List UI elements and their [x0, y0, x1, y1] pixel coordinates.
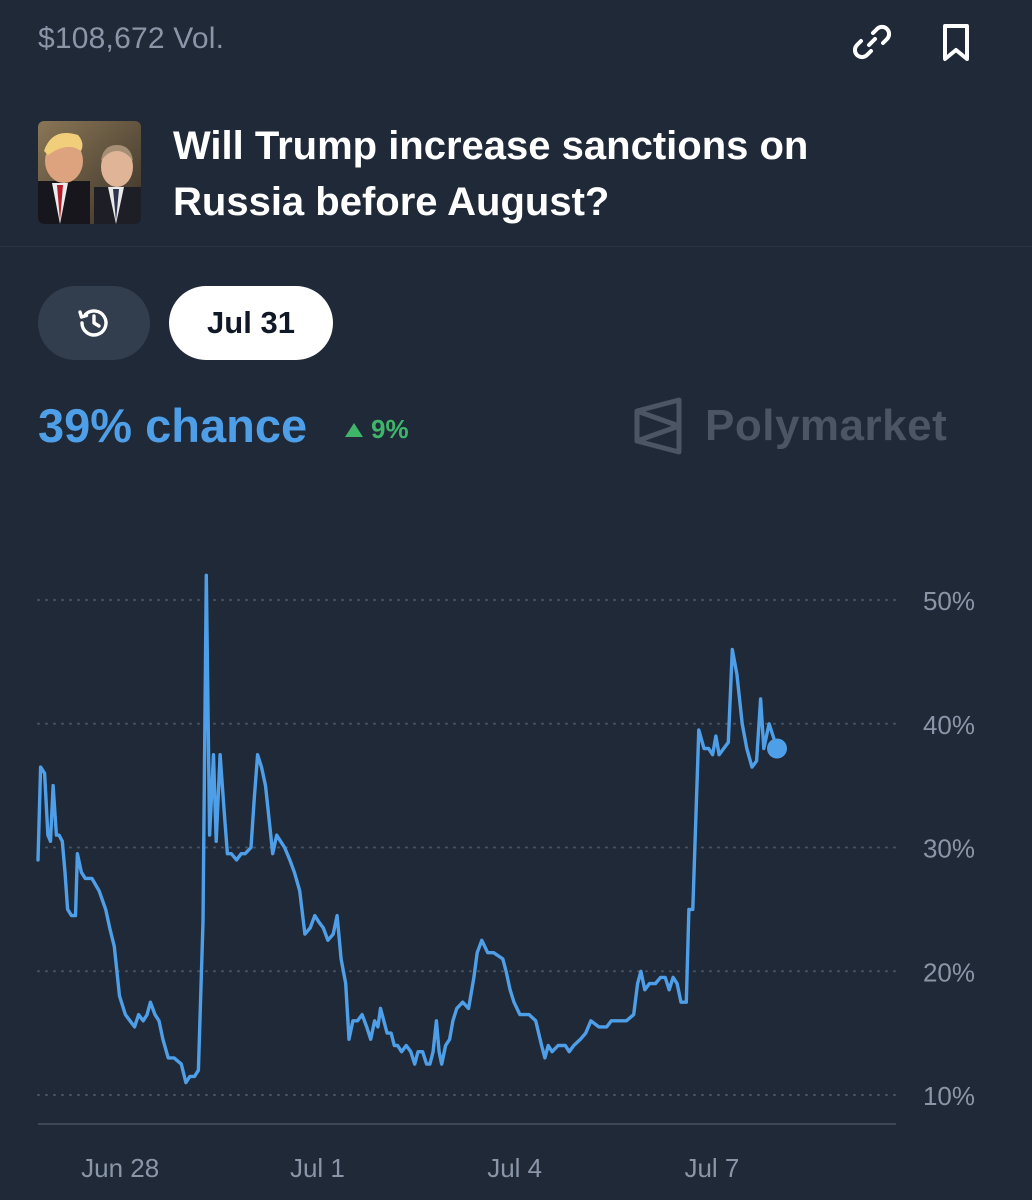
- date-tab-selected[interactable]: Jul 31: [169, 286, 333, 360]
- link-button[interactable]: [848, 18, 896, 66]
- brand-watermark: Polymarket: [633, 395, 947, 457]
- polymarket-logo: [634, 397, 682, 455]
- series-line: [36, 573, 779, 1085]
- x-tick-label: Jun 28: [81, 1153, 159, 1183]
- x-tick-label: Jul 7: [684, 1153, 739, 1183]
- market-title: Will Trump increase sanctions on Russia …: [173, 124, 809, 224]
- current-point: [766, 738, 787, 759]
- change-value: 9%: [371, 414, 409, 444]
- market-header: Will Trump increase sanctions on Russia …: [0, 100, 1032, 247]
- x-tick-label: Jul 4: [487, 1153, 542, 1183]
- top-bar: $108,672 Vol.: [0, 0, 1032, 86]
- price-chart: 50% 40% 30% 20% 10% Jun 28 Jul 1 Jul 4 Jul 7: [36, 573, 975, 1183]
- volume-label: $108,672 Vol.: [38, 22, 225, 55]
- history-button[interactable]: [38, 286, 150, 360]
- y-tick-label: 10%: [923, 1081, 975, 1111]
- bookmark-button[interactable]: [932, 18, 980, 66]
- chance-label: 39% chance: [38, 399, 308, 452]
- y-tick-label: 30%: [923, 834, 975, 864]
- y-tick-label: 50%: [923, 586, 975, 616]
- link-icon: [852, 24, 892, 60]
- brand-name: Polymarket: [705, 401, 948, 450]
- bookmark-icon: [943, 24, 969, 61]
- history-icon: [78, 309, 108, 337]
- market-image: [38, 121, 141, 224]
- change-badge: 9%: [343, 414, 409, 445]
- y-tick-label: 40%: [923, 710, 975, 740]
- triangle-up-icon: [345, 422, 363, 437]
- y-tick-label: 20%: [923, 957, 975, 987]
- x-tick-label: Jul 1: [290, 1153, 345, 1183]
